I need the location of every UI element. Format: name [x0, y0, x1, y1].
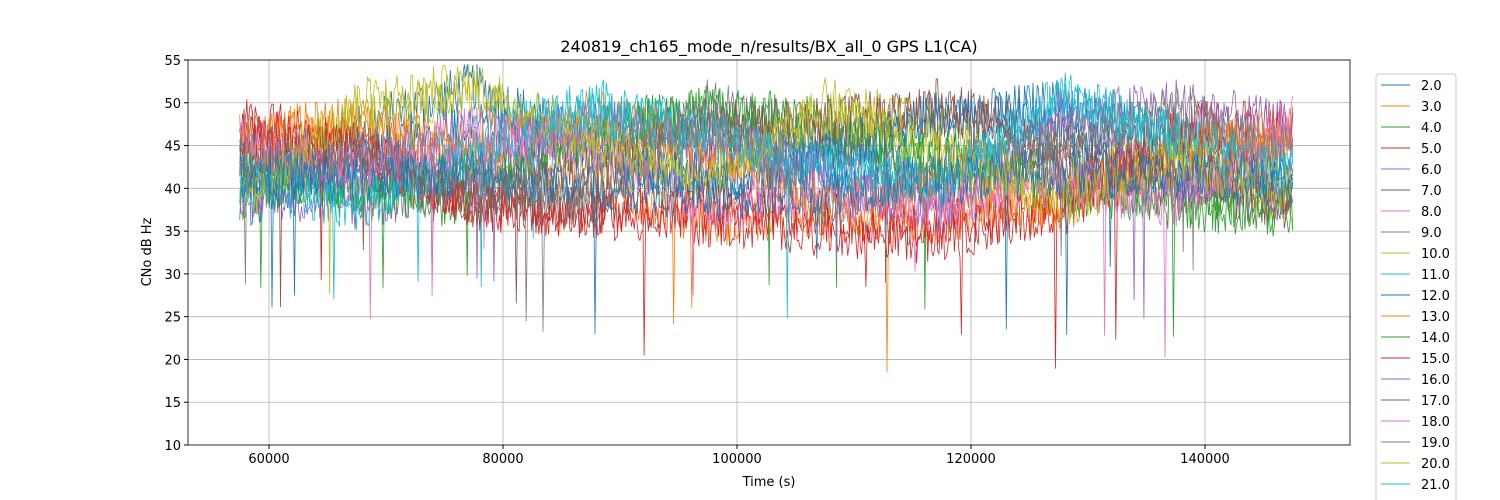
x-tick-label: 60000: [248, 452, 289, 467]
legend-label: 18.0: [1421, 415, 1450, 430]
x-tick-label: 100000: [712, 452, 762, 467]
legend-label: 12.0: [1421, 289, 1450, 304]
legend-label: 15.0: [1421, 352, 1450, 367]
plot-frame: [187, 59, 1351, 446]
legend-label: 10.0: [1421, 247, 1450, 262]
y-tick-label: 45: [164, 140, 181, 155]
y-tick-label: 25: [164, 311, 181, 326]
legend: 2.0 3.0 4.0 5.0 6.0 7.0 8.0 9.0 10.0 11.0 12.0 13.0…: [1375, 73, 1457, 500]
legend-box: [1375, 73, 1457, 500]
legend-label: 19.0: [1421, 436, 1450, 451]
ticks: 60000 80000 100000 120000 140000 10 15 20 25 30 35…: [164, 54, 1229, 467]
series-lines: [239, 64, 1294, 373]
legend-label: 6.0: [1421, 163, 1442, 178]
x-axis-label: Time (s): [742, 475, 796, 490]
x-tick-label: 120000: [946, 452, 996, 467]
legend-label: 4.0: [1421, 121, 1442, 136]
y-tick-label: 35: [164, 225, 181, 240]
legend-label: 16.0: [1421, 373, 1450, 388]
legend-label: 8.0: [1421, 205, 1442, 220]
legend-label: 14.0: [1421, 331, 1450, 346]
legend-label: 7.0: [1421, 184, 1442, 199]
y-axis-label: CNo dB Hz: [140, 217, 155, 286]
legend-label: 9.0: [1421, 226, 1442, 241]
x-tick-label: 80000: [482, 452, 523, 467]
chart-title: 240819_ch165_mode_n/results/BX_all_0 GPS…: [560, 37, 977, 57]
y-tick-label: 55: [164, 54, 181, 69]
legend-label: 20.0: [1421, 457, 1450, 472]
y-tick-label: 10: [164, 439, 181, 454]
series-line-19.0: [239, 89, 1294, 285]
series-line-21.0: [239, 72, 1294, 319]
y-tick-label: 20: [164, 353, 181, 368]
y-tick-label: 50: [164, 97, 181, 112]
legend-label: 11.0: [1421, 268, 1450, 283]
y-tick-label: 40: [164, 182, 181, 197]
legend-label: 3.0: [1421, 100, 1442, 115]
series-line-15.0: [239, 111, 1294, 369]
series-line-20.0: [239, 64, 1294, 225]
legend-label: 13.0: [1421, 310, 1450, 325]
y-tick-label: 15: [164, 396, 181, 411]
legend-label: 2.0: [1421, 79, 1442, 94]
x-tick-label: 140000: [1180, 452, 1230, 467]
series-line-22.0: [239, 146, 1294, 335]
legend-label: 5.0: [1421, 142, 1442, 157]
legend-label: 21.0: [1421, 478, 1450, 493]
y-tick-label: 30: [164, 268, 181, 283]
legend-label: 17.0: [1421, 394, 1450, 409]
